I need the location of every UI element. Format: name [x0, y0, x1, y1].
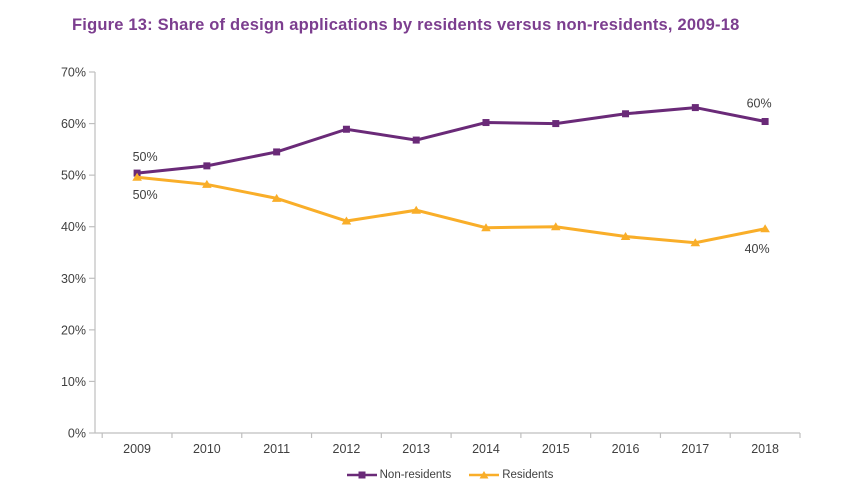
- x-axis-tick-label: 2013: [402, 442, 430, 456]
- y-axis-tick-label: 40%: [61, 220, 86, 234]
- data-point-marker-residents: [271, 193, 282, 202]
- x-axis-tick-label: 2018: [751, 442, 779, 456]
- series-line-non-residents: [136, 106, 766, 175]
- legend-item-residents: Residents: [469, 469, 553, 481]
- chart-legend: Non-residents Residents: [95, 469, 805, 481]
- x-axis-tick-label: 2015: [542, 442, 570, 456]
- legend-label-residents: Residents: [502, 469, 554, 481]
- data-point-marker-non-residents: [691, 104, 699, 112]
- chart-title: Figure 13: Share of design applications …: [72, 16, 740, 34]
- data-point-marker-non-residents: [203, 162, 211, 170]
- x-axis-tick-label: 2009: [123, 442, 151, 456]
- y-axis-tick-label: 60%: [61, 117, 86, 131]
- data-point-marker-residents: [760, 224, 770, 233]
- data-point-marker-non-residents: [622, 110, 630, 118]
- data-label: 60%: [747, 97, 772, 111]
- y-axis-tick-label: 30%: [61, 272, 86, 286]
- data-point-marker-non-residents: [342, 125, 350, 133]
- data-point-marker-residents: [690, 238, 701, 247]
- data-point-marker-residents: [132, 172, 142, 181]
- non-residents-line-square-icon: [346, 471, 377, 479]
- data-label: 40%: [745, 242, 770, 256]
- data-point-marker-residents: [550, 222, 561, 231]
- data-point-marker-non-residents: [412, 136, 420, 144]
- y-axis-tick-label: 10%: [61, 375, 86, 389]
- data-point-marker-residents: [481, 223, 491, 232]
- data-point-marker-non-residents: [273, 148, 281, 156]
- data-point-marker-residents: [620, 232, 631, 241]
- residents-line-triangle-icon: [469, 471, 500, 479]
- x-axis-tick-label: 2016: [612, 442, 640, 456]
- data-point-marker-residents: [202, 179, 212, 188]
- x-axis-tick-label: 2011: [263, 442, 290, 456]
- data-point-marker-non-residents: [552, 120, 560, 128]
- data-point-marker-non-residents: [761, 118, 769, 126]
- data-point-marker-residents: [411, 205, 422, 214]
- legend-item-non-residents: Non-residents: [346, 469, 452, 481]
- y-axis-tick-label: 0%: [68, 427, 86, 441]
- x-axis-tick-label: 2012: [333, 442, 361, 456]
- data-point-marker-residents: [341, 216, 352, 225]
- x-axis-tick-label: 2017: [681, 442, 709, 456]
- data-label: 50%: [133, 188, 158, 202]
- y-axis-tick-label: 70%: [61, 66, 86, 80]
- y-axis-tick-label: 20%: [61, 323, 86, 337]
- data-label: 50%: [133, 150, 158, 164]
- data-point-marker-non-residents: [482, 119, 490, 127]
- legend-label-non-residents: Non-residents: [379, 469, 452, 481]
- series-line-residents: [136, 175, 766, 245]
- x-axis-tick-label: 2014: [472, 442, 500, 456]
- y-axis-tick-label: 50%: [61, 169, 86, 183]
- x-axis-tick-label: 2010: [193, 442, 221, 456]
